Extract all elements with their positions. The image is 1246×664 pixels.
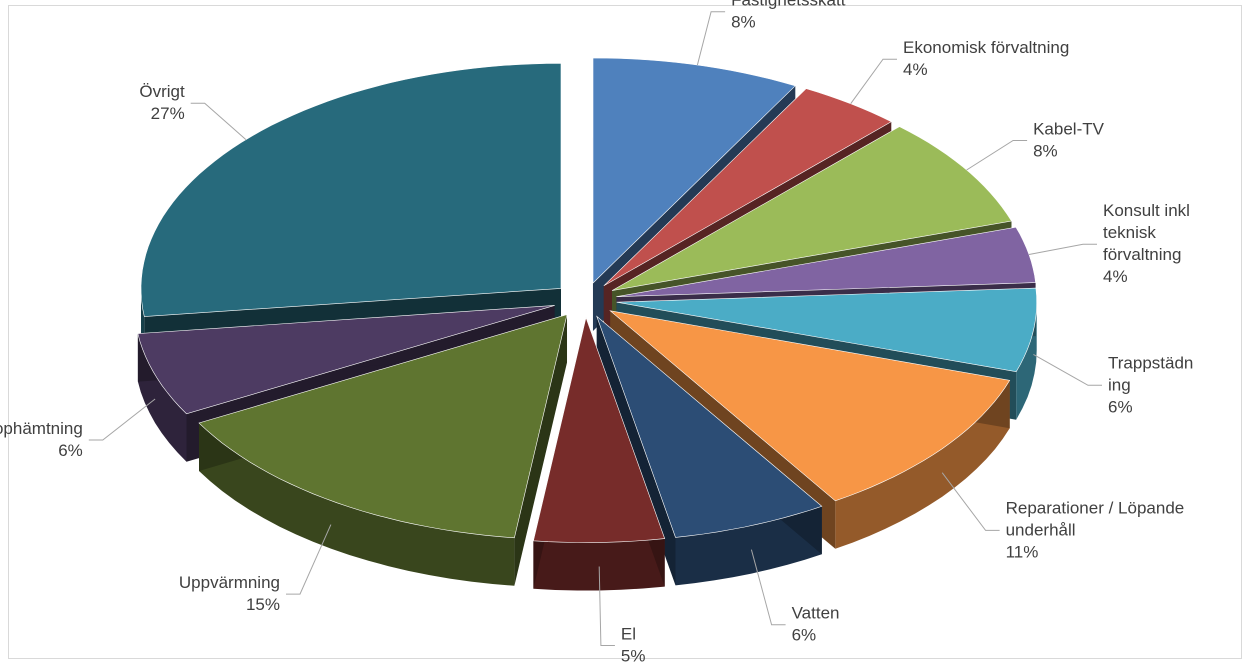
slice-övrigt [140, 63, 562, 317]
data-label-text: El [621, 625, 636, 644]
data-label-övrigt: Övrigt 27% [139, 82, 185, 123]
slice-wall-uppvärmning-0 [514, 314, 568, 586]
data-label-el: El 5% [621, 625, 646, 664]
slice-rim-reparationer-löpande-underhåll [835, 380, 1010, 549]
data-label-value: 6% [1108, 397, 1133, 416]
data-label-text: Vatten [792, 604, 840, 623]
data-label-text: Övrigt [139, 82, 185, 101]
leader-line-kabel-tv [966, 140, 1028, 171]
data-label-value: 8% [731, 13, 756, 32]
data-label-fastighetsskatt: Fastighetsskatt 8% [731, 0, 846, 32]
data-label-text: Reparationer / Löpande [1006, 498, 1185, 517]
leader-line-trappstädning [1033, 353, 1102, 386]
leader-line-ekonomisk-förvaltning [850, 58, 897, 104]
data-label-value: 27% [151, 104, 185, 123]
data-label-value: 4% [903, 60, 928, 79]
leader-line-vatten [750, 549, 786, 626]
slice-tops [137, 57, 1038, 543]
leader-line-sophämtning [88, 398, 156, 441]
data-label-value: 6% [792, 626, 817, 645]
leader-line-reparationer-löpande-underhåll [941, 472, 1000, 531]
data-label-text: Fastighetsskatt [731, 0, 846, 10]
data-label-value: 6% [58, 441, 83, 460]
data-label-trappstädning: Trappstädn ing 6% [1108, 353, 1193, 416]
data-label-value: 15% [246, 595, 280, 614]
leader-line-konsult-inkl-teknisk-förvaltning [1028, 243, 1097, 255]
slice-el [533, 316, 666, 543]
slice-trappstädning [616, 287, 1038, 373]
slice-rim-sophämtning [137, 333, 187, 462]
data-label-vatten: Vatten 6% [792, 604, 840, 645]
data-label-text: ing [1108, 375, 1131, 394]
data-label-text: Uppvärmning [179, 573, 280, 592]
data-label-text: Sophämtning [0, 419, 83, 438]
slice-rim-uppvärmning [199, 423, 515, 586]
data-label-text: Trappstädn [1108, 353, 1193, 372]
data-label-value: 4% [1103, 267, 1128, 286]
leader-line-fastighetsskatt [696, 11, 726, 66]
data-label-sophämtning: Sophämtning 6% [0, 419, 83, 460]
data-label-value: 5% [621, 647, 646, 664]
data-labels: Fastighetsskatt 8% Ekonomisk förvaltning 4%… [0, 0, 1193, 664]
slice-sophämtning [137, 305, 555, 415]
slice-vatten [596, 315, 823, 538]
data-label-text: Ekonomisk förvaltning [903, 38, 1069, 57]
leader-line-el [598, 566, 615, 646]
data-label-kabel-tv: Kabel-TV 8% [1033, 120, 1105, 161]
slice-fastighetsskatt [592, 57, 796, 284]
leader-line-uppvärmning [286, 524, 332, 595]
slice-uppvärmning [198, 314, 568, 539]
data-label-text: underhåll [1006, 520, 1076, 539]
data-label-text: Konsult inkl [1103, 201, 1190, 220]
data-label-ekonomisk-förvaltning: Ekonomisk förvaltning 4% [903, 38, 1069, 79]
data-label-konsult-inkl-teknisk-förvaltning: Konsult inkl teknisk förvaltning 4% [1103, 201, 1190, 286]
slice-reparationer-löpande-underhåll [609, 310, 1011, 502]
data-label-text: teknisk [1103, 223, 1156, 242]
leader-line-övrigt [190, 102, 247, 140]
data-label-text: Kabel-TV [1033, 120, 1105, 139]
slice-rim-el [533, 538, 665, 591]
data-label-reparationer-löpande-underhåll: Reparationer / Löpande underhåll 11% [1006, 498, 1185, 561]
slice-rim-trappstädning [1016, 302, 1037, 420]
data-label-text: förvaltning [1103, 245, 1181, 264]
data-label-uppvärmning: Uppvärmning 15% [179, 573, 280, 614]
data-label-value: 8% [1033, 142, 1058, 161]
data-label-value: 11% [1006, 542, 1039, 561]
slice-rim-vatten [675, 506, 822, 586]
